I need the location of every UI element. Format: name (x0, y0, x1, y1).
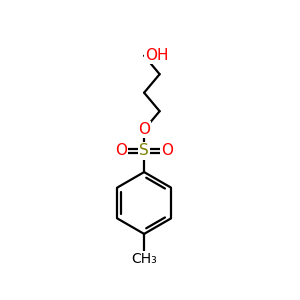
Text: O: O (138, 122, 150, 137)
Text: OH: OH (146, 48, 169, 63)
Text: CH₃: CH₃ (131, 252, 157, 266)
Text: S: S (139, 143, 149, 158)
Text: O: O (115, 143, 127, 158)
Text: O: O (161, 143, 173, 158)
